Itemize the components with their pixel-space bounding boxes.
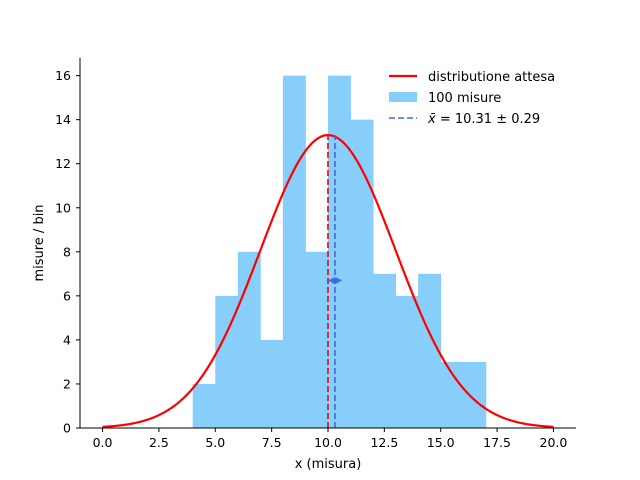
histogram-bar: [440, 361, 464, 428]
legend-label-expected-curve: distributione attesa: [428, 70, 555, 85]
y-tick-label: 4: [63, 332, 71, 347]
legend-label-sample-mean: x̄ = 10.31 ± 0.29: [427, 112, 540, 127]
histogram-bar: [215, 295, 239, 428]
legend: distributione attesa 100 misure x̄ = 10.…: [389, 70, 555, 127]
y-tick-label: 6: [63, 288, 71, 303]
histogram-bar: [305, 251, 329, 428]
histogram-bar: [350, 119, 374, 429]
y-tick-label: 8: [63, 244, 71, 259]
legend-label-histogram: 100 misure: [428, 91, 501, 106]
y-tick-label: 14: [55, 112, 71, 127]
mean-lines-layer: [327, 135, 342, 428]
x-tick-label: 12.5: [370, 435, 398, 450]
sample-mean-error-arrows: [328, 276, 342, 284]
histogram-bar: [463, 361, 487, 428]
x-tick-label: 17.5: [483, 435, 511, 450]
x-tick-label: 2.5: [149, 435, 169, 450]
x-tick-label: 15.0: [427, 435, 455, 450]
y-tick-label: 0: [63, 421, 71, 436]
histogram-bar: [260, 339, 284, 428]
histogram-bar: [373, 273, 397, 428]
x-tick-label: 0.0: [93, 435, 113, 450]
x-axis-ticks: 0.0 2.5 5.0 7.5 10.0 12.5 15.0 17.5 20.0: [93, 428, 568, 450]
legend-label-sample-mean-value: 10.31 ± 0.29: [455, 112, 540, 127]
y-tick-label: 16: [55, 68, 71, 83]
y-tick-label: 12: [55, 156, 71, 171]
x-tick-label: 10.0: [314, 435, 342, 450]
histogram-bar: [418, 273, 442, 428]
y-tick-label: 10: [55, 200, 71, 215]
histogram-bar: [282, 75, 306, 428]
expected-distribution-curve: [102, 133, 554, 428]
legend-swatch-histogram: [389, 92, 417, 102]
y-tick-label: 2: [63, 376, 71, 391]
y-axis-ticks: 0 2 4 6 8 10 12 14 16: [55, 68, 80, 436]
legend-label-sample-mean-prefix: x̄ =: [427, 112, 455, 127]
histogram-bar: [328, 75, 351, 428]
histogram-bars: [192, 75, 487, 429]
x-tick-label: 20.0: [540, 435, 568, 450]
x-tick-label: 5.0: [205, 435, 225, 450]
y-axis-label: misure / bin: [32, 204, 47, 281]
x-tick-label: 7.5: [262, 435, 282, 450]
expected-curve-layer: [102, 133, 554, 428]
histogram-bar: [192, 383, 216, 428]
histogram-bar: [395, 295, 419, 428]
x-axis-label: x (misura): [295, 457, 362, 472]
